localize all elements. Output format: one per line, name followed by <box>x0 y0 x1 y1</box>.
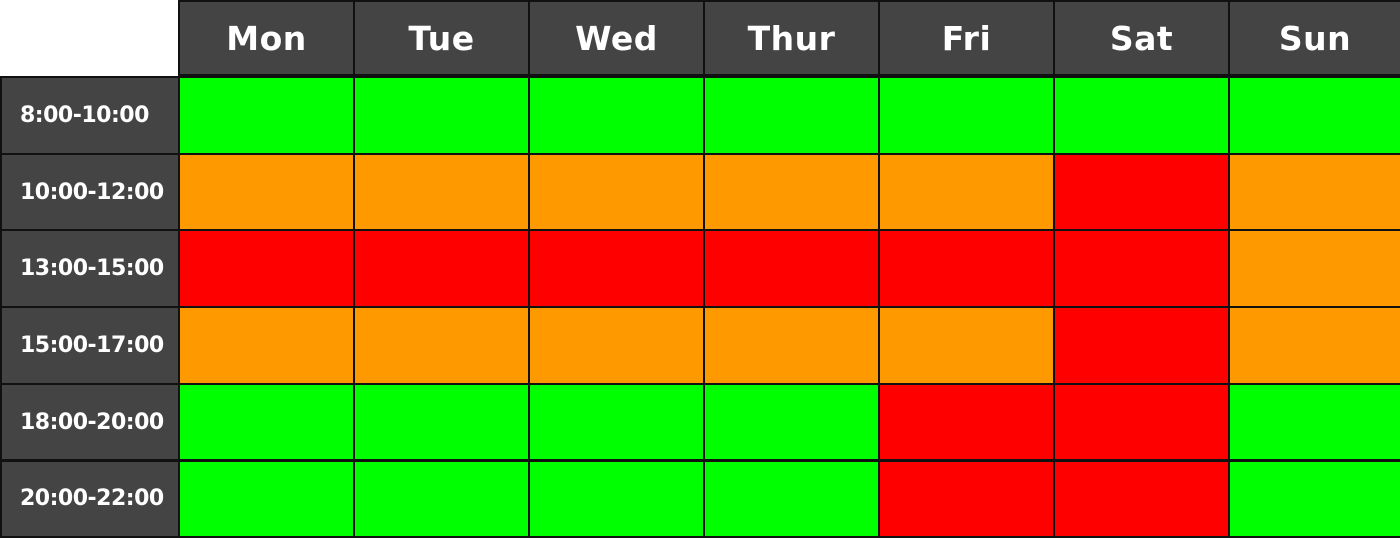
heatmap-cell-orange <box>703 306 880 385</box>
heatmap-cell-green <box>1228 76 1400 155</box>
heatmap-cell-red <box>878 383 1055 462</box>
column-header-thur: Thur <box>703 0 880 76</box>
heatmap-cell-green <box>528 76 705 155</box>
row-header-10-00-12-00: 10:00-12:00 <box>0 153 180 232</box>
heatmap-cell-orange <box>878 153 1055 232</box>
heatmap-cell-green <box>703 460 880 538</box>
heatmap-cell-green <box>1228 460 1400 538</box>
column-header-mon: Mon <box>178 0 355 76</box>
heatmap-cell-orange <box>528 153 705 232</box>
heatmap-cell-red <box>878 460 1055 538</box>
heatmap-cell-orange <box>703 153 880 232</box>
heatmap-cell-green <box>528 383 705 462</box>
heatmap-cell-green <box>703 76 880 155</box>
heatmap-cell-orange <box>353 153 530 232</box>
column-header-tue: Tue <box>353 0 530 76</box>
heatmap-cell-green <box>528 460 705 538</box>
row-header-18-00-20-00: 18:00-20:00 <box>0 383 180 462</box>
heatmap-cell-green <box>353 383 530 462</box>
heatmap-cell-orange <box>1228 153 1400 232</box>
heatmap-cell-green <box>1053 76 1230 155</box>
heatmap-cell-green <box>1228 383 1400 462</box>
heatmap-cell-orange <box>528 306 705 385</box>
heatmap-cell-green <box>353 460 530 538</box>
heatmap-cell-orange <box>878 306 1055 385</box>
heatmap-cell-red <box>703 229 880 308</box>
heatmap-cell-red <box>1053 460 1230 538</box>
heatmap-cell-red <box>1053 306 1230 385</box>
column-header-sat: Sat <box>1053 0 1230 76</box>
heatmap-cell-orange <box>178 153 355 232</box>
column-header-sun: Sun <box>1228 0 1400 76</box>
heatmap-cell-green <box>178 460 355 538</box>
heatmap-cell-red <box>353 229 530 308</box>
heatmap-cell-green <box>878 76 1055 155</box>
heatmap-cell-red <box>1053 229 1230 308</box>
heatmap-cell-red <box>878 229 1055 308</box>
column-header-fri: Fri <box>878 0 1055 76</box>
heatmap-cell-orange <box>353 306 530 385</box>
heatmap-cell-green <box>703 383 880 462</box>
heatmap-cell-orange <box>1228 306 1400 385</box>
heatmap-cell-green <box>178 383 355 462</box>
heatmap-cell-red <box>1053 383 1230 462</box>
heatmap-cell-red <box>1053 153 1230 232</box>
heatmap-cell-red <box>528 229 705 308</box>
row-header-8-00-10-00: 8:00-10:00 <box>0 76 180 155</box>
heatmap-cell-orange <box>178 306 355 385</box>
empty-corner-cell <box>0 0 178 76</box>
heatmap-cell-green <box>353 76 530 155</box>
column-header-wed: Wed <box>528 0 705 76</box>
row-header-13-00-15-00: 13:00-15:00 <box>0 229 180 308</box>
row-header-20-00-22-00: 20:00-22:00 <box>0 460 180 538</box>
heatmap-cell-green <box>178 76 355 155</box>
row-header-15-00-17-00: 15:00-17:00 <box>0 306 180 385</box>
heatmap-cell-red <box>178 229 355 308</box>
heatmap-cell-orange <box>1228 229 1400 308</box>
